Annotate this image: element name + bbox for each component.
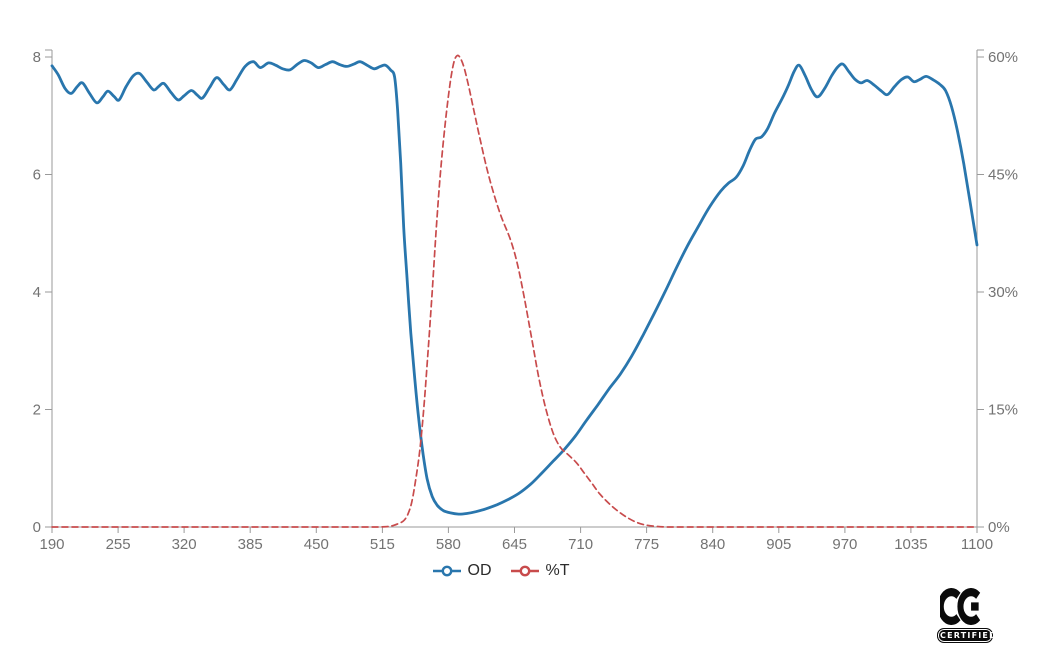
chart-legend: OD %T bbox=[0, 562, 1039, 580]
x-axis-tick-label: 645 bbox=[502, 536, 527, 553]
y-axis-left-tick-label: 6 bbox=[33, 167, 41, 184]
t-series-marker-icon bbox=[510, 565, 539, 577]
chart-canvas: 190 255 320 385 450 515 580 645 710 775 840 905 970 1… bbox=[33, 49, 1018, 553]
x-axis-tick-label: 320 bbox=[172, 536, 197, 553]
legend-item-t[interactable]: %T bbox=[510, 562, 570, 580]
x-axis-tick-label: 1100 bbox=[961, 536, 993, 553]
legend-item-od[interactable]: OD bbox=[432, 562, 492, 580]
od-series-marker-icon bbox=[432, 565, 461, 577]
y-axis-right-tick-label: 45% bbox=[988, 167, 1018, 184]
x-axis-tick-label: 1035 bbox=[894, 536, 927, 553]
ce-logo-icon bbox=[940, 588, 981, 625]
x-axis-tick-label: 450 bbox=[304, 536, 329, 553]
x-axis-tick-label: 710 bbox=[568, 536, 593, 553]
y-axis-right-tick-label: 0% bbox=[988, 519, 1010, 536]
y-axis-right-tick-label: 30% bbox=[988, 284, 1018, 301]
x-axis-tick-label: 255 bbox=[106, 536, 131, 553]
y-axis-left-tick-label: 2 bbox=[33, 402, 41, 419]
x-axis-tick-label: 970 bbox=[832, 536, 857, 553]
y-axis-left-tick-label: 4 bbox=[33, 284, 41, 301]
y-axis-right-tick-label: 60% bbox=[988, 49, 1018, 66]
y-axis-left-tick-label: 8 bbox=[33, 49, 41, 66]
x-axis-tick-label: 385 bbox=[238, 536, 263, 553]
y-axis-left-tick-label: 0 bbox=[33, 519, 41, 536]
x-axis-tick-label: 580 bbox=[436, 536, 461, 553]
x-axis-tick-label: 905 bbox=[766, 536, 791, 553]
certified-badge: CERTIFIED bbox=[937, 628, 996, 643]
legend-label-t: %T bbox=[545, 562, 570, 579]
x-axis-tick-label: 775 bbox=[634, 536, 659, 553]
od-series-curve bbox=[50, 59, 979, 516]
transmission-series-curve bbox=[51, 54, 978, 528]
x-axis-tick-label: 515 bbox=[370, 536, 395, 553]
x-axis-tick-label: 190 bbox=[39, 536, 64, 553]
legend-label-od: OD bbox=[467, 562, 492, 579]
x-axis-tick-label: 840 bbox=[700, 536, 725, 553]
ce-certification-mark: CERTIFIED bbox=[937, 588, 996, 643]
y-axis-right-tick-label: 15% bbox=[988, 402, 1018, 419]
